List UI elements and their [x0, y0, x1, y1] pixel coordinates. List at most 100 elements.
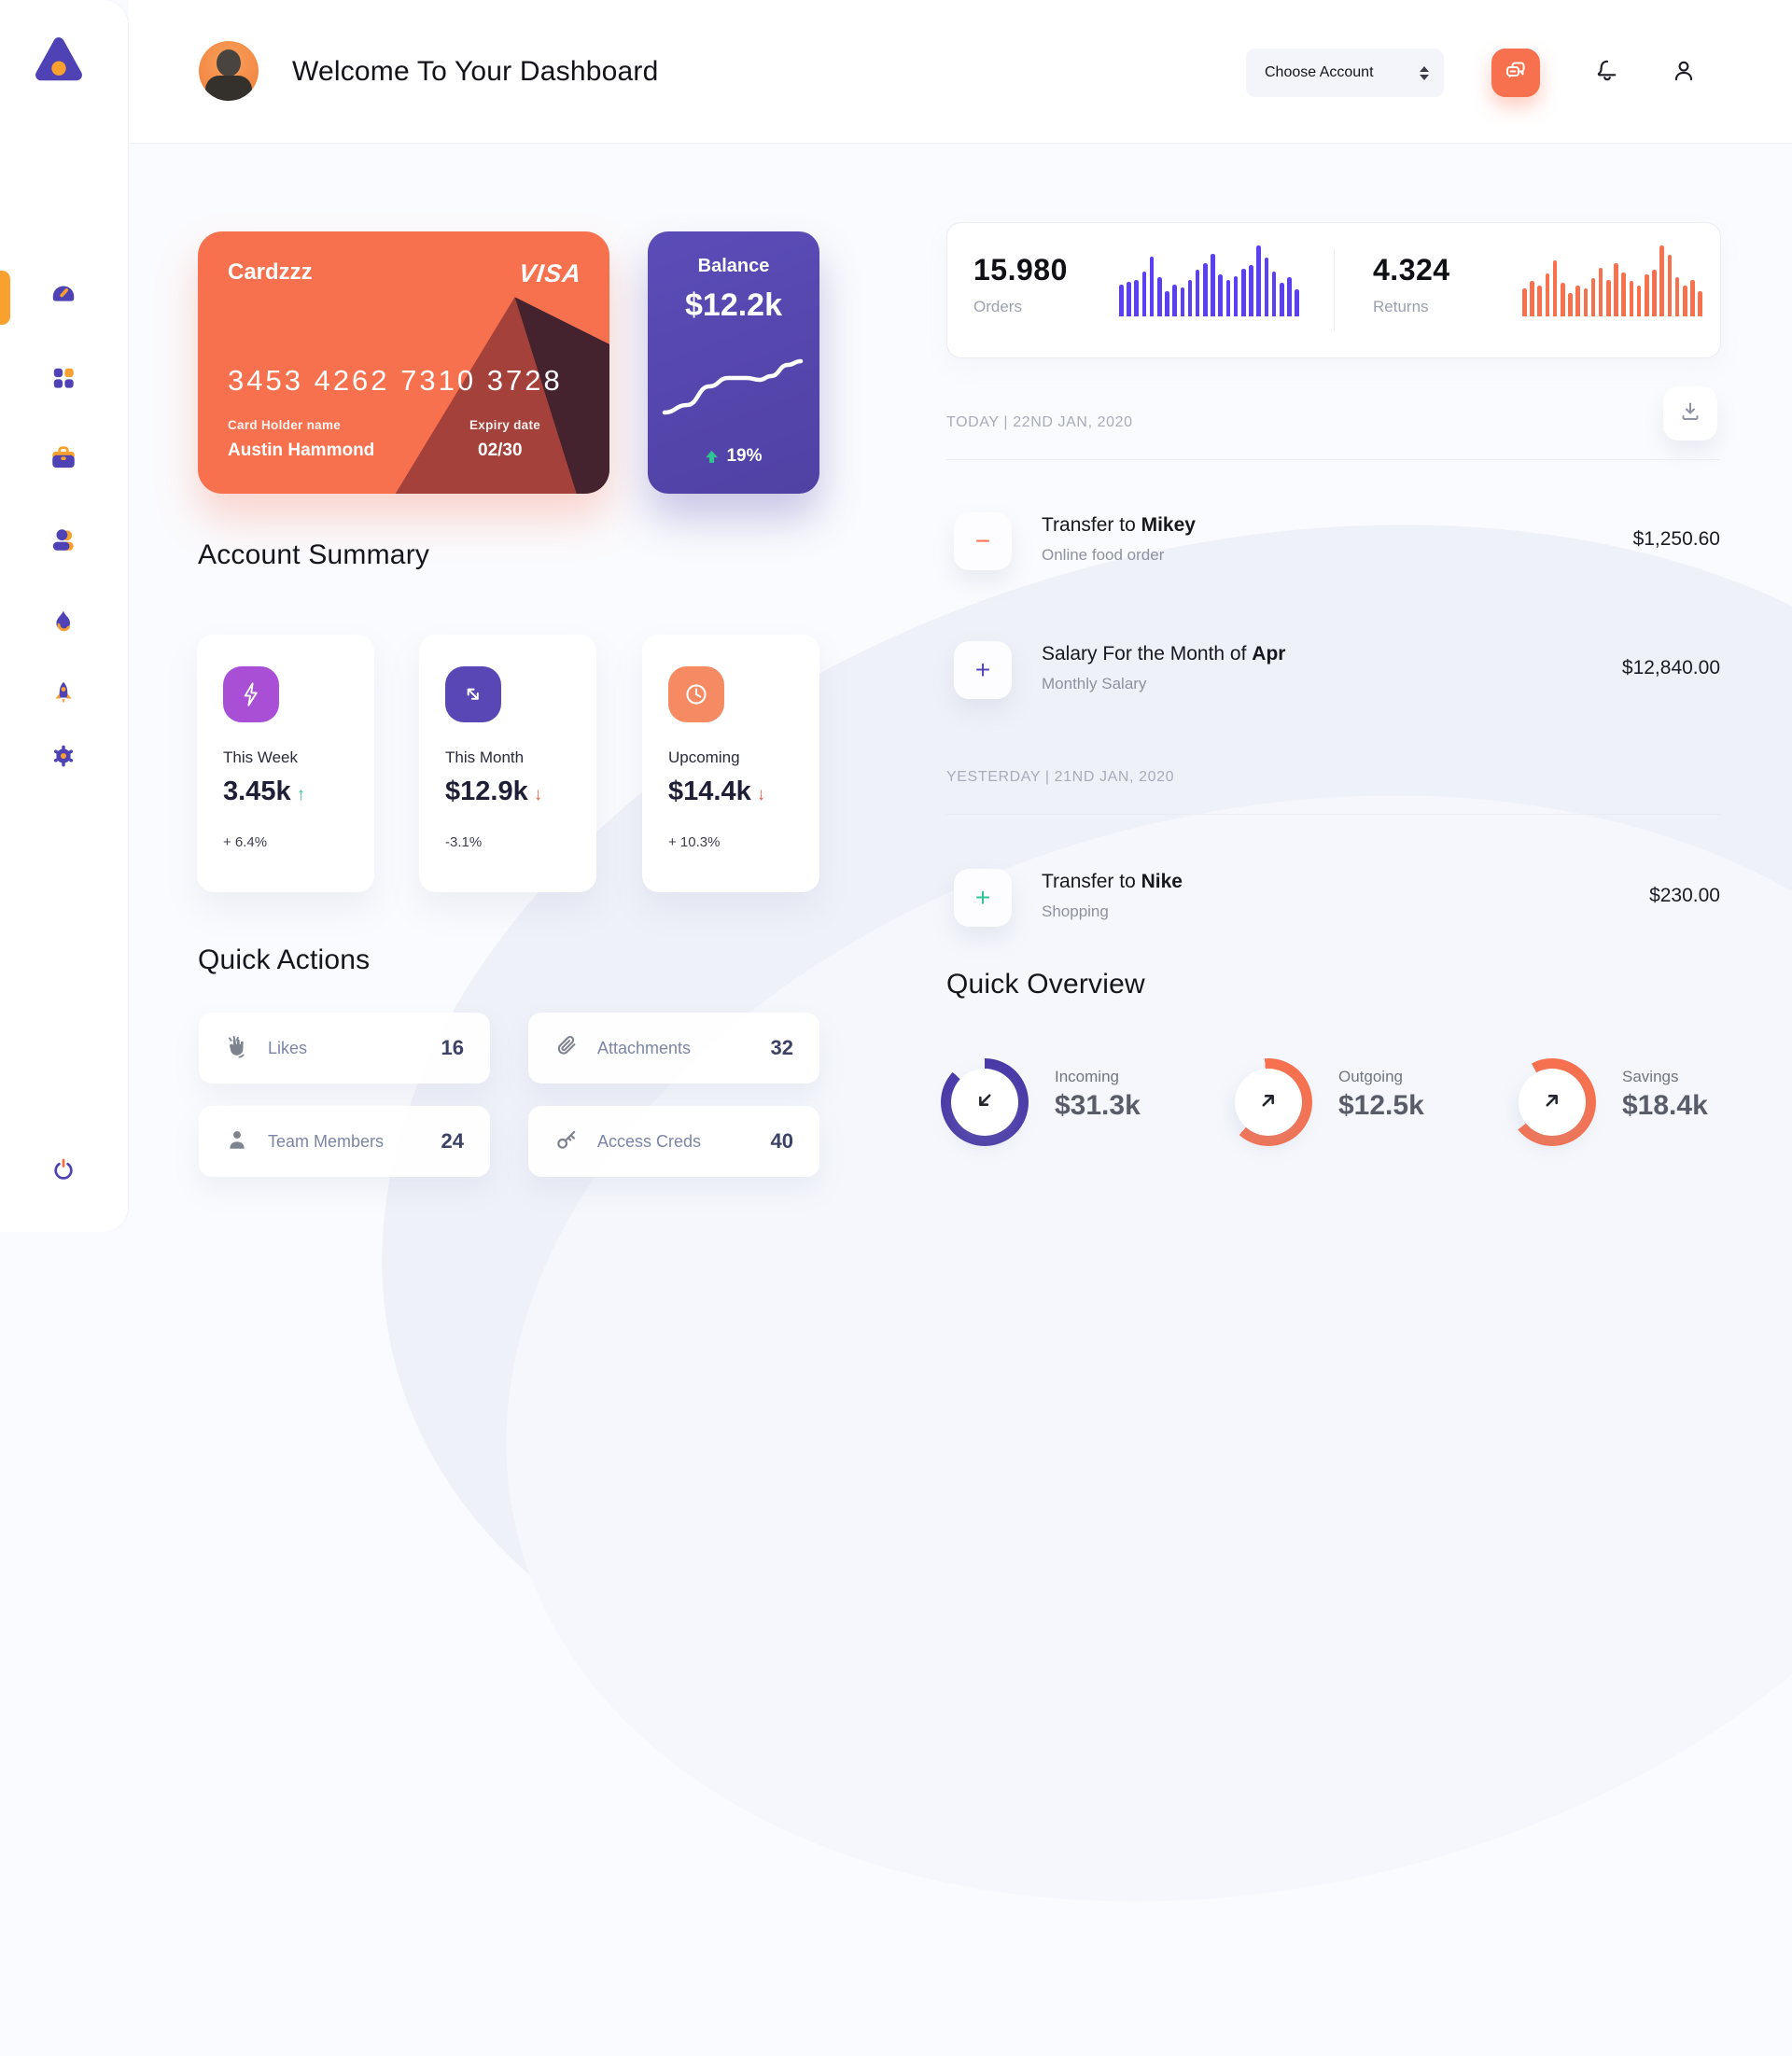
card-expiry-label: Expiry date — [469, 418, 541, 432]
user-avatar[interactable] — [199, 41, 259, 101]
orders-value: 15.980 — [973, 253, 1068, 287]
card-number: 3453 4262 7310 3728 — [228, 364, 563, 397]
profile-button[interactable] — [1658, 49, 1710, 97]
quick-action-team-members[interactable]: Team Members 24 — [199, 1106, 490, 1177]
spark-bar — [1621, 273, 1627, 316]
quick-action-likes[interactable]: Likes 16 — [199, 1013, 490, 1084]
trend-arrow: ↑ — [296, 785, 306, 804]
transaction-amount: $1,250.60 — [1632, 528, 1720, 550]
page-title: Welcome To Your Dashboard — [292, 56, 659, 87]
outgoing-donut-chart — [1225, 1058, 1312, 1146]
chat-bubbles-icon — [1503, 58, 1529, 89]
spark-bar — [1545, 273, 1550, 316]
spark-bar — [1568, 293, 1573, 316]
spark-bar — [1141, 272, 1147, 316]
balance-card: Balance $12.2k 19% — [648, 231, 819, 494]
summary-change: + 10.3% — [668, 834, 721, 850]
arrow-up-right-icon — [1539, 1087, 1565, 1118]
summary-label: This Month — [445, 748, 525, 766]
quick-action-label: Attachments — [597, 1038, 692, 1057]
spark-bar — [1149, 257, 1155, 316]
summary-label: This Week — [223, 748, 298, 766]
quick-actions-title: Quick Actions — [198, 944, 371, 975]
spark-bar — [1119, 285, 1124, 316]
spark-bar — [1575, 286, 1580, 316]
sidebar-item-team[interactable] — [41, 519, 86, 564]
sidebar — [0, 0, 128, 1232]
card-expiry-date: 02/30 — [478, 441, 523, 460]
background-wave — [387, 641, 1792, 2056]
arrow-up-right-icon — [1255, 1087, 1281, 1118]
summary-label: Upcoming — [668, 748, 740, 766]
spark-bar — [1645, 274, 1649, 316]
transaction-row-salary[interactable]: + Salary For the Month of Apr Monthly Sa… — [946, 628, 1720, 712]
spark-bar — [1203, 263, 1208, 316]
spark-bar — [1606, 280, 1611, 316]
up-arrow-icon — [706, 450, 719, 463]
spark-bar — [1241, 269, 1246, 316]
spark-bar — [1690, 280, 1695, 316]
sidebar-item-logout[interactable] — [41, 1149, 86, 1194]
flame-icon — [50, 608, 77, 639]
plus-icon: + — [974, 655, 991, 684]
sidebar-item-trending[interactable] — [41, 601, 86, 646]
spark-bar — [1165, 291, 1169, 316]
spark-bar — [1287, 277, 1292, 316]
spark-bar — [1211, 254, 1215, 316]
card-holder-name: Austin Hammond — [228, 441, 375, 460]
transaction-row-nike[interactable]: + Transfer to Nike Shopping $230.00 — [946, 856, 1720, 940]
quick-action-count: 24 — [441, 1129, 464, 1153]
download-button[interactable] — [1663, 386, 1717, 441]
choose-account-select[interactable]: Choose Account — [1246, 49, 1444, 97]
summary-card-this-week: This Week 3.45k ↑ + 6.4% — [197, 635, 374, 892]
spark-bar — [1187, 280, 1193, 316]
clap-icon — [225, 1034, 249, 1063]
spark-bar — [1134, 280, 1139, 316]
spark-bar — [1271, 272, 1277, 316]
sidebar-item-dashboard[interactable] — [41, 273, 86, 317]
spark-bar — [1172, 285, 1177, 316]
notifications-button[interactable] — [1581, 49, 1633, 97]
transaction-amount: $230.00 — [1649, 885, 1720, 906]
visa-logo: VISA — [517, 259, 583, 287]
spark-bar — [1180, 287, 1185, 316]
summary-change: -3.1% — [445, 834, 483, 850]
card-holder-label: Card Holder name — [228, 418, 342, 432]
download-icon — [1677, 399, 1703, 429]
trend-arrows-icon — [445, 666, 501, 722]
spark-bar — [1249, 265, 1253, 316]
user-icon — [1670, 57, 1698, 90]
transaction-row-mikey[interactable]: − Transfer to Mikey Online food order $1… — [946, 499, 1720, 583]
transaction-subtitle: Online food order — [1042, 546, 1165, 564]
minus-icon: − — [974, 526, 991, 555]
spark-bar — [1264, 258, 1269, 316]
savings-label: Savings — [1622, 1068, 1679, 1085]
sidebar-item-work[interactable] — [41, 438, 86, 483]
bell-icon — [1593, 57, 1621, 90]
spark-bar — [1195, 270, 1200, 316]
savings-donut-chart — [1508, 1058, 1596, 1146]
app-logo-icon — [32, 34, 86, 88]
returns-value: 4.324 — [1373, 253, 1450, 287]
quick-action-access-creds[interactable]: Access Creds 40 — [528, 1106, 819, 1177]
spark-bar — [1667, 255, 1673, 316]
sidebar-item-launch[interactable] — [41, 673, 86, 718]
spark-bar — [1218, 274, 1224, 316]
select-chevrons-icon — [1420, 65, 1429, 80]
spark-bar — [1659, 245, 1664, 316]
active-nav-indicator — [0, 271, 10, 325]
savings-value: $18.4k — [1622, 1090, 1708, 1121]
balance-value: $12.2k — [685, 287, 782, 323]
settings-gear-icon — [50, 743, 77, 774]
sidebar-item-apps[interactable] — [41, 357, 86, 402]
sidebar-item-settings[interactable] — [41, 735, 86, 780]
quick-action-attachments[interactable]: Attachments 32 — [528, 1013, 819, 1084]
spark-bar — [1530, 281, 1534, 316]
briefcase-icon — [49, 444, 77, 477]
summary-card-this-month: This Month $12.9k ↓ -3.1% — [419, 635, 596, 892]
incoming-label: Incoming — [1055, 1068, 1119, 1085]
trend-arrow: ↓ — [533, 785, 543, 804]
spark-bar — [1522, 288, 1527, 316]
messages-button[interactable] — [1491, 49, 1540, 97]
transaction-amount: $12,840.00 — [1621, 657, 1720, 678]
